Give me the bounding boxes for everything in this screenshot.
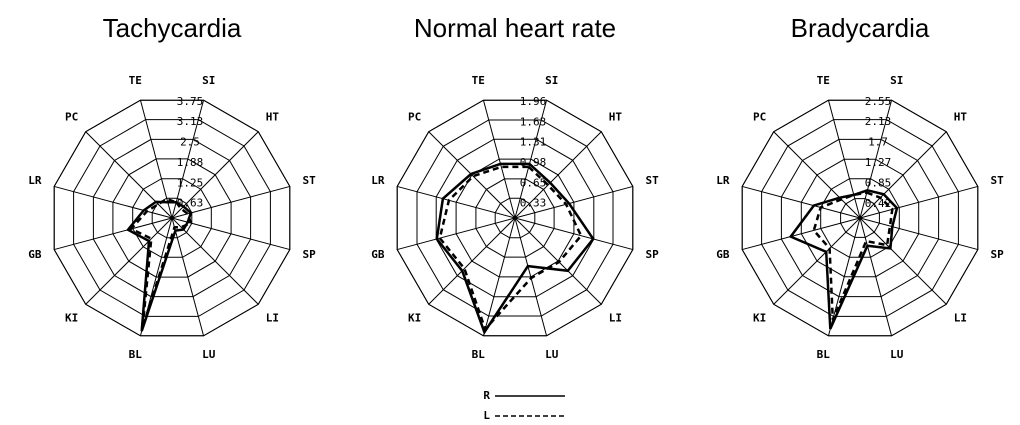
- legend-label: L: [483, 409, 490, 422]
- category-label: KI: [65, 311, 78, 324]
- spoke: [54, 217, 173, 251]
- spoke: [171, 131, 259, 219]
- spoke: [397, 185, 516, 219]
- series-line: [435, 162, 595, 335]
- category-label: LR: [716, 174, 730, 187]
- series-line: [788, 188, 899, 330]
- spoke: [514, 131, 602, 219]
- category-label: BL: [129, 348, 143, 361]
- spoke: [54, 185, 173, 219]
- r-tick-label: 2.55: [865, 95, 892, 108]
- r-tick-label: 1.25: [177, 176, 204, 189]
- r-tick-label: 1.31: [520, 135, 547, 148]
- category-label: PC: [753, 111, 766, 124]
- spoke: [85, 131, 173, 219]
- category-label: ST: [303, 174, 317, 187]
- spoke: [859, 100, 893, 219]
- spoke: [514, 100, 548, 219]
- r-tick-label: 1.88: [177, 156, 204, 169]
- spoke: [482, 100, 516, 219]
- r-tick-label: 0.63: [177, 197, 204, 210]
- category-label: SP: [303, 248, 317, 261]
- spoke: [428, 217, 516, 305]
- series-line: [126, 200, 193, 332]
- category-label: ST: [991, 174, 1005, 187]
- category-label: LI: [266, 311, 279, 324]
- spoke: [859, 217, 947, 305]
- category-label: SI: [545, 74, 558, 87]
- category-label: TE: [817, 74, 830, 87]
- spoke: [742, 185, 861, 219]
- category-label: ST: [646, 174, 660, 187]
- r-tick-label: 2.5: [180, 136, 200, 149]
- r-tick-label: 0.65: [520, 177, 547, 190]
- category-label: TE: [129, 74, 142, 87]
- category-label: LI: [609, 311, 622, 324]
- spoke: [171, 217, 290, 251]
- spoke: [859, 217, 978, 251]
- category-label: HT: [954, 111, 968, 124]
- category-label: PC: [408, 111, 421, 124]
- category-label: SI: [202, 74, 215, 87]
- spoke: [171, 100, 205, 219]
- r-tick-label: 0.85: [865, 176, 892, 189]
- chart-title: Normal heart rate: [414, 13, 616, 43]
- category-label: LI: [954, 311, 967, 324]
- category-label: SP: [991, 248, 1005, 261]
- r-tick-label: 1.96: [520, 95, 547, 108]
- category-label: HT: [266, 111, 280, 124]
- legend-label: R: [483, 389, 490, 402]
- category-label: LU: [202, 348, 216, 361]
- chart-title: Bradycardia: [791, 13, 930, 43]
- spoke: [859, 131, 947, 219]
- r-tick-label: 1.7: [868, 136, 888, 149]
- spoke: [514, 185, 633, 219]
- category-label: BL: [817, 348, 831, 361]
- category-label: GB: [28, 248, 42, 261]
- spoke: [171, 217, 205, 336]
- category-label: SP: [646, 248, 660, 261]
- r-tick-label: 0.33: [520, 196, 547, 209]
- spoke: [773, 131, 861, 219]
- category-label: KI: [408, 311, 421, 324]
- category-label: TE: [472, 74, 485, 87]
- category-label: LR: [371, 174, 385, 187]
- category-label: LU: [890, 348, 904, 361]
- category-label: GB: [716, 248, 730, 261]
- spoke: [827, 100, 861, 219]
- series-line: [129, 197, 193, 329]
- category-label: BL: [472, 348, 486, 361]
- series-line: [438, 165, 583, 332]
- category-label: LR: [28, 174, 42, 187]
- spoke: [482, 217, 516, 336]
- r-tick-label: 3.75: [177, 95, 204, 108]
- category-label: LU: [545, 348, 559, 361]
- spoke: [171, 217, 259, 305]
- category-label: GB: [371, 248, 385, 261]
- spoke: [773, 217, 861, 305]
- category-label: KI: [753, 311, 766, 324]
- chart-title: Tachycardia: [103, 13, 242, 43]
- series-line: [812, 191, 894, 321]
- spoke: [742, 217, 861, 251]
- category-label: SI: [890, 74, 903, 87]
- spoke: [859, 185, 978, 219]
- spoke: [139, 100, 173, 219]
- spoke: [397, 217, 516, 251]
- category-label: PC: [65, 111, 78, 124]
- spoke: [85, 217, 173, 305]
- r-tick-label: 1.27: [865, 156, 892, 169]
- spoke: [859, 217, 893, 336]
- category-label: HT: [609, 111, 623, 124]
- spoke: [514, 217, 633, 251]
